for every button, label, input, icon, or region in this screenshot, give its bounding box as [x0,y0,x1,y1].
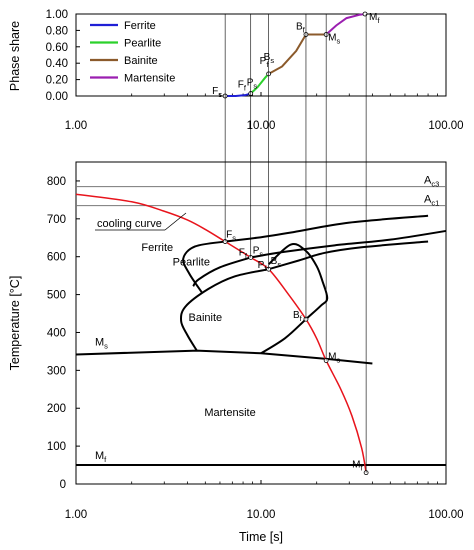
bottom-y-tick-label: 500 [47,290,66,302]
bottom-y-tick-label: 600 [47,252,66,264]
cooling-curve-callout: cooling curve [95,212,187,231]
region-label-martensite: Martensite [204,407,255,419]
region-label-pearlite: Pearlite [173,256,210,268]
point-label-bs: Bs [271,256,282,269]
bottom-plot-frame [75,161,447,485]
top-point-label-bs: Bs [264,52,275,65]
bottom-y-tick-label: 300 [47,365,66,377]
bottom-y-tick-label: 400 [47,327,66,339]
series-bainite [268,33,327,75]
point-label-ps: Ps [253,245,264,258]
point-label-fs: Fs [226,230,236,243]
bottom-x-tick-label: 10.00 [247,509,276,521]
top-point-label-pf: Pf [260,56,270,69]
legend-label-bainite: Bainite [124,55,158,67]
bottom-y-tick-label: 0 [60,479,66,491]
series-martensite [325,13,366,36]
curve-bainite-right [260,243,329,355]
bottom-y-tick-label: 100 [47,441,66,453]
phase-point-marker [362,11,368,17]
curve-pearlite-start [250,229,447,259]
top-y-axis-title: Phase share [8,21,22,91]
label-mf: Mf [95,450,107,464]
cooling-curve-label: cooling curve [97,218,162,230]
top-point-label-ms: Ms [328,33,340,46]
curve-ferrite-envelope [182,240,226,294]
legend: Ferrite Pearlite Bainite Martensite [90,20,175,85]
top-point-label-ff: Ff [238,80,247,93]
bottom-x-axis-title: Time [s] [239,530,283,544]
top-x-tick-label: 1.00 [65,120,87,132]
label-ms: Ms [95,336,108,350]
region-label-ferrite: Ferrite [141,242,173,254]
top-y-tick-label: 0.60 [46,42,68,54]
point-label-mf: Mf [352,460,363,473]
top-y-tick-label: 0.80 [46,25,68,37]
bottom-x-tick-label: 100.00 [428,509,463,521]
series-pearlite [250,73,270,95]
top-y-tick-label: 0.20 [46,75,68,87]
point-label-ms: Ms [328,352,340,365]
top-point-label-ps: Ps [247,78,258,91]
bottom-y-tick-label: 200 [47,403,66,415]
curve-pearlite-finish [268,240,429,271]
curve-pearlite-envelope [192,256,252,287]
top-x-tick-label: 10.00 [247,120,276,132]
cooling-curve [75,193,367,473]
top-y-tick-label: 1.00 [46,9,68,21]
legend-label-pearlite: Pearlite [124,38,161,50]
top-point-label-mf: Mf [369,12,380,25]
label-ac1: Ac1 [424,194,439,208]
region-label-bainite: Bainite [188,312,222,324]
ms-line [75,349,373,365]
label-ac3: Ac3 [424,175,439,189]
top-x-tick-label: 100.00 [428,120,463,132]
curve-bainite-left [179,268,269,352]
bottom-x-tick-label: 1.00 [65,509,87,521]
callout-leader [164,212,187,231]
curve-ferrite-start [225,214,429,243]
legend-label-ferrite: Ferrite [124,20,156,32]
top-y-tick-label: 0.00 [46,91,68,103]
series-ferrite [225,92,252,97]
point-label-pf: Pf [258,260,268,273]
top-y-tick-label: 0.40 [46,58,68,70]
bottom-y-tick-label: 800 [47,176,66,188]
point-label-bf: Bf [293,310,303,323]
cct-diagram: 0 100 200 300 400 500 600 700 800 1.00 10.00 100.0… [8,161,464,544]
top-point-label-fs: Fs [212,86,222,99]
phase-share-chart: 0.00 0.20 0.40 0.60 0.80 1.00 1.00 10.00 100.00… [8,9,464,132]
bottom-y-axis-title: Temperature [°C] [8,276,22,371]
point-label-ff: Ff [239,247,248,260]
bottom-y-tick-label: 700 [47,214,66,226]
legend-label-martensite: Martensite [124,73,175,85]
top-point-label-bf: Bf [296,22,306,35]
